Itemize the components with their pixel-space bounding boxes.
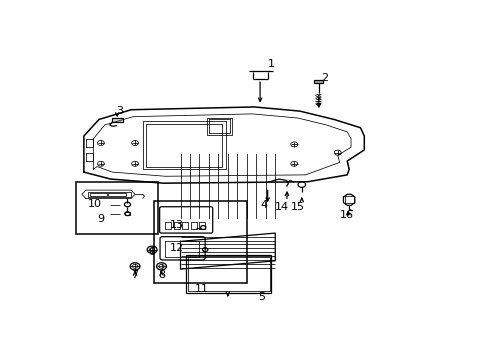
- Bar: [108, 193, 125, 196]
- Bar: [165, 242, 199, 257]
- Text: 11: 11: [194, 284, 208, 293]
- Bar: [208, 120, 229, 133]
- Text: 16: 16: [340, 210, 353, 220]
- Text: 10: 10: [88, 199, 102, 209]
- Text: 12: 12: [169, 243, 183, 253]
- Bar: [199, 222, 205, 229]
- Bar: [174, 222, 179, 229]
- Text: 2: 2: [320, 73, 327, 83]
- Bar: [146, 123, 222, 167]
- Bar: [142, 121, 225, 169]
- Text: 15: 15: [290, 202, 305, 212]
- Text: 5: 5: [258, 292, 265, 302]
- Text: 4: 4: [260, 201, 267, 210]
- Bar: [165, 222, 171, 229]
- Bar: [87, 192, 131, 197]
- Text: 7: 7: [131, 270, 138, 280]
- Text: 14: 14: [274, 202, 288, 212]
- Bar: [89, 193, 106, 196]
- Text: 8: 8: [158, 270, 165, 280]
- Bar: [188, 257, 269, 291]
- Text: 6: 6: [148, 247, 155, 257]
- Bar: [154, 201, 246, 283]
- Bar: [314, 80, 323, 84]
- Bar: [190, 222, 196, 229]
- Bar: [182, 222, 188, 229]
- Bar: [112, 118, 122, 122]
- Text: 1: 1: [267, 59, 274, 69]
- Text: 3: 3: [116, 106, 123, 116]
- Bar: [186, 255, 271, 293]
- Bar: [345, 197, 353, 203]
- Text: 9: 9: [97, 214, 104, 224]
- Bar: [76, 182, 158, 234]
- Text: 13: 13: [169, 220, 183, 230]
- Bar: [206, 118, 231, 135]
- Bar: [124, 212, 130, 215]
